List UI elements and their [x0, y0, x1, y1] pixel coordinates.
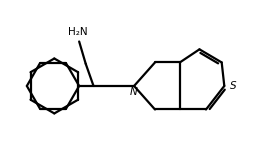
Text: H₂N: H₂N	[68, 27, 88, 37]
Text: N: N	[130, 87, 138, 97]
Text: S: S	[230, 81, 237, 91]
